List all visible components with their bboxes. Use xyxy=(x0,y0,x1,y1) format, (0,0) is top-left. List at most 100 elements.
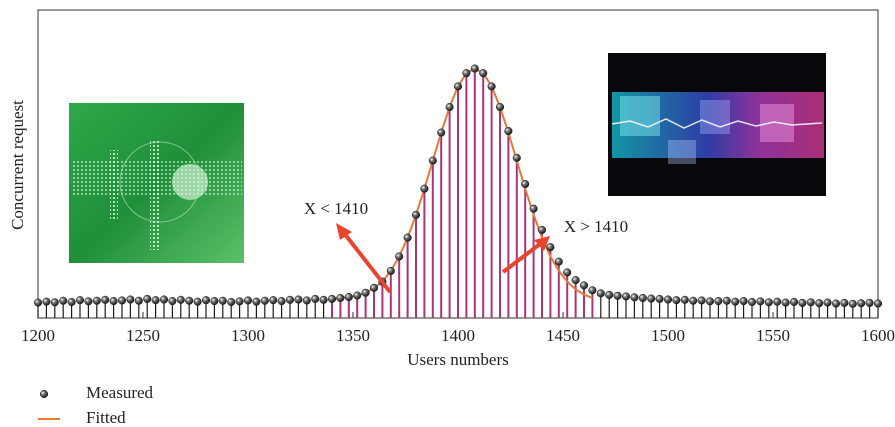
inset-image-dark xyxy=(608,53,826,196)
measured-point xyxy=(773,297,782,306)
measured-point xyxy=(428,156,437,165)
measured-point xyxy=(445,102,454,112)
x-tick-label: 1200 xyxy=(21,326,55,345)
measured-point xyxy=(143,294,152,303)
measured-point xyxy=(689,296,698,305)
measured-point xyxy=(201,296,211,305)
measured-point xyxy=(453,82,463,91)
measured-point xyxy=(621,292,631,301)
measured-point xyxy=(344,293,353,302)
legend: Measured Fitted xyxy=(38,383,154,427)
measured-point xyxy=(655,294,664,303)
measured-point xyxy=(437,128,446,137)
x-tick-label: 1450 xyxy=(546,326,580,345)
measured-point xyxy=(605,290,614,299)
measured-point xyxy=(470,64,479,73)
measured-point xyxy=(487,82,496,91)
measured-point xyxy=(386,266,395,275)
measured-point xyxy=(109,297,118,306)
measured-point xyxy=(857,299,866,308)
measured-point xyxy=(663,295,673,304)
measured-point xyxy=(798,298,807,307)
measured-point xyxy=(680,295,689,304)
x-tick-label: 1500 xyxy=(651,326,685,345)
measured-point xyxy=(781,298,790,307)
y-axis-label: Concurrent request xyxy=(8,100,27,230)
measured-point xyxy=(756,297,765,306)
measured-point xyxy=(159,295,169,304)
measured-point xyxy=(546,243,555,252)
measured-point xyxy=(327,294,337,303)
measured-point xyxy=(705,297,715,306)
measured-point xyxy=(92,296,101,305)
measured-point xyxy=(353,291,362,300)
measured-point xyxy=(369,283,379,292)
measured-point xyxy=(193,297,202,306)
measured-point xyxy=(243,296,253,305)
measured-point xyxy=(285,295,295,304)
measured-point xyxy=(722,296,731,305)
measured-point xyxy=(873,299,883,308)
measured-point xyxy=(33,298,43,307)
measured-point xyxy=(697,296,706,305)
measured-point xyxy=(176,295,185,304)
legend-label: Measured xyxy=(86,383,154,402)
measured-point xyxy=(84,297,93,306)
measured-point xyxy=(563,268,572,277)
measured-point xyxy=(865,298,874,307)
measured-point xyxy=(840,298,849,307)
measured-point xyxy=(185,296,194,305)
measured-point xyxy=(252,297,261,306)
measured-point xyxy=(361,288,370,297)
legend-label: Fitted xyxy=(86,408,126,427)
measured-point xyxy=(117,296,127,305)
annotation: X < 1410 xyxy=(304,199,368,218)
measured-point xyxy=(731,297,740,306)
measured-point xyxy=(126,295,135,304)
x-tick-label: 1300 xyxy=(231,326,265,345)
measured-point xyxy=(848,299,857,308)
measured-point xyxy=(537,225,547,234)
measured-point xyxy=(168,297,177,306)
measured-point xyxy=(789,297,799,307)
measured-point xyxy=(67,297,76,307)
measured-point xyxy=(462,69,471,78)
measured-point xyxy=(571,276,580,285)
measured-point xyxy=(75,296,85,305)
measured-point xyxy=(260,296,269,305)
measured-point xyxy=(336,293,345,303)
measured-point xyxy=(50,298,59,307)
annotation-right: X > 1410 xyxy=(501,217,628,274)
measured-point xyxy=(311,294,320,303)
measured-point xyxy=(579,281,589,290)
x-tick-label: 1400 xyxy=(441,326,475,345)
x-tick-label: 1250 xyxy=(126,326,160,345)
measured-point xyxy=(134,296,143,305)
measured-point xyxy=(319,295,328,304)
measured-point xyxy=(630,293,639,302)
measured-point xyxy=(823,298,832,307)
measured-point xyxy=(613,291,622,300)
measured-point xyxy=(403,233,412,242)
measured-point xyxy=(638,293,647,303)
legend-marker xyxy=(39,389,49,399)
measured-point xyxy=(495,102,505,112)
measured-point xyxy=(42,297,51,306)
measured-point xyxy=(647,294,656,303)
x-tick-label: 1600 xyxy=(861,326,895,345)
inset-image-green xyxy=(69,103,244,263)
measured-point xyxy=(596,289,605,298)
fitted-line xyxy=(331,67,593,300)
measured-point xyxy=(521,179,530,189)
measured-point xyxy=(227,297,236,307)
measured-point xyxy=(269,296,278,305)
measured-point xyxy=(210,297,219,306)
measured-point xyxy=(512,153,521,162)
measured-point xyxy=(806,298,815,307)
measured-point xyxy=(529,204,538,213)
x-tick-label: 1350 xyxy=(336,326,370,345)
measured-point xyxy=(59,296,68,305)
x-tick-label: 1550 xyxy=(756,326,790,345)
measured-point xyxy=(302,296,311,305)
